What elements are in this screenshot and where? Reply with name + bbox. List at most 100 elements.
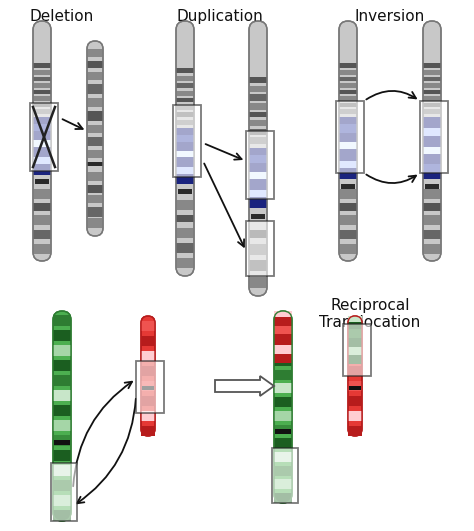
Bar (274, 356, 292, 366)
Bar (274, 370, 292, 380)
Bar (87, 84, 103, 93)
Bar (339, 168, 357, 179)
Bar (141, 365, 155, 376)
Bar (176, 105, 194, 110)
Bar (53, 360, 71, 371)
Bar (274, 345, 292, 354)
Bar (348, 338, 362, 347)
Bar (33, 164, 51, 175)
Bar (33, 131, 51, 140)
Bar (33, 203, 51, 211)
Bar (33, 70, 51, 75)
Bar (339, 216, 357, 225)
Bar (176, 119, 194, 125)
Bar (33, 96, 51, 101)
Bar (339, 244, 357, 254)
Bar (348, 410, 362, 421)
Bar (423, 136, 441, 147)
FancyBboxPatch shape (87, 41, 103, 236)
Bar (53, 330, 71, 341)
Bar (249, 260, 267, 271)
Bar (249, 76, 267, 83)
Bar (348, 355, 362, 364)
Bar (141, 425, 155, 436)
Bar (249, 155, 267, 162)
Bar (339, 83, 357, 88)
Bar (176, 142, 194, 151)
Bar (272, 448, 298, 503)
Bar (142, 387, 154, 390)
Bar (33, 102, 51, 107)
Bar (173, 105, 201, 177)
Bar (30, 103, 58, 171)
Bar (33, 83, 51, 88)
Bar (275, 429, 291, 434)
Bar (249, 119, 267, 126)
Bar (33, 63, 51, 68)
Bar (348, 316, 362, 322)
Bar (339, 149, 357, 161)
Bar (274, 397, 292, 407)
FancyBboxPatch shape (348, 316, 362, 436)
FancyBboxPatch shape (53, 311, 71, 521)
Bar (141, 381, 155, 391)
Bar (249, 112, 267, 117)
Bar (343, 324, 371, 376)
Bar (249, 148, 267, 155)
Bar (87, 150, 103, 158)
Bar (339, 76, 357, 81)
Bar (348, 365, 362, 376)
Bar (339, 203, 357, 211)
Bar (423, 63, 441, 68)
Bar (339, 161, 357, 168)
Bar (176, 112, 194, 117)
Bar (176, 151, 194, 157)
Bar (349, 387, 361, 390)
Bar (87, 72, 103, 80)
FancyBboxPatch shape (423, 21, 441, 261)
Bar (53, 375, 71, 386)
Bar (339, 189, 357, 199)
Bar (423, 76, 441, 81)
Bar (87, 162, 103, 166)
Bar (420, 101, 448, 173)
Bar (423, 90, 441, 94)
Bar (423, 83, 441, 88)
Bar (423, 102, 441, 107)
Bar (53, 420, 71, 431)
Bar (274, 479, 292, 489)
Bar (176, 200, 194, 210)
Bar (274, 317, 292, 326)
Bar (274, 493, 292, 503)
Bar (249, 85, 267, 92)
Bar (339, 90, 357, 94)
Bar (87, 49, 103, 57)
Bar (339, 133, 357, 142)
Bar (423, 147, 441, 155)
Bar (176, 68, 194, 73)
Bar (423, 189, 441, 199)
Bar (136, 361, 164, 413)
Bar (87, 125, 103, 133)
Bar (339, 117, 357, 124)
Bar (339, 96, 357, 101)
Bar (274, 425, 292, 434)
Bar (33, 76, 51, 81)
Bar (348, 381, 362, 391)
Bar (274, 438, 292, 448)
Bar (341, 184, 355, 189)
Bar (53, 510, 71, 521)
Bar (53, 315, 71, 326)
Bar (249, 103, 267, 109)
Text: Duplication: Duplication (177, 9, 264, 24)
FancyArrow shape (215, 376, 274, 396)
Bar (348, 329, 362, 338)
Bar (423, 96, 441, 101)
Bar (176, 258, 194, 268)
Bar (33, 189, 51, 199)
Bar (274, 383, 292, 393)
Bar (336, 101, 364, 173)
Bar (423, 70, 441, 75)
FancyBboxPatch shape (141, 316, 155, 436)
Bar (53, 450, 71, 461)
